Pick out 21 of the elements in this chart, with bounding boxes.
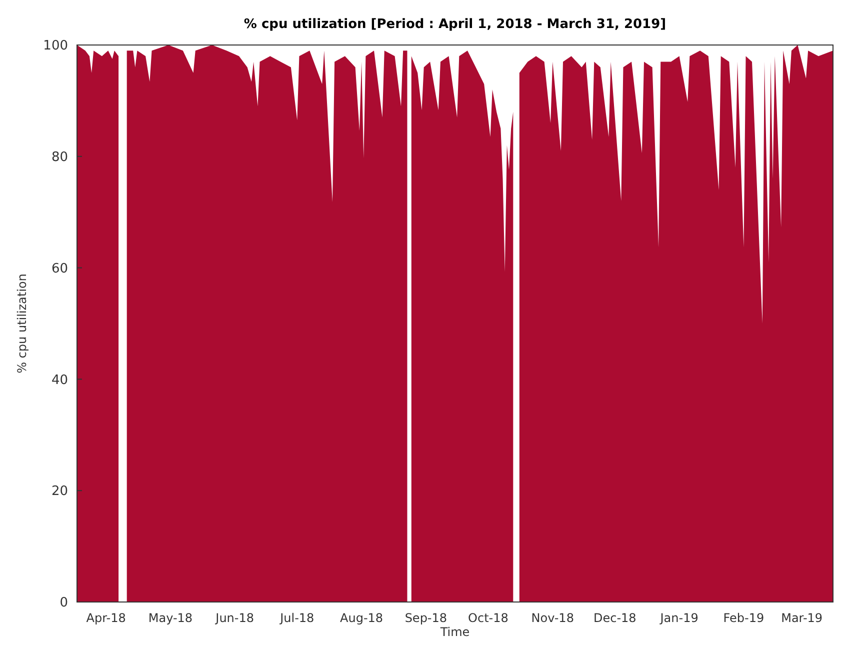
y-axis-title: % cpu utilization bbox=[15, 274, 29, 374]
chart-title: % cpu utilization [Period : April 1, 2018 - March 31, 2019] bbox=[244, 17, 666, 32]
x-tick-label: Jan-19 bbox=[659, 611, 698, 625]
y-tick-label: 100 bbox=[43, 38, 68, 54]
x-tick-label: Nov-18 bbox=[531, 611, 574, 625]
x-tick-label: Apr-18 bbox=[86, 611, 126, 625]
x-tick-label: Mar-19 bbox=[781, 611, 823, 625]
y-tick-label: 20 bbox=[51, 484, 68, 500]
x-tick-label: Oct-18 bbox=[468, 611, 508, 625]
x-tick-label: Jun-18 bbox=[214, 611, 254, 625]
x-tick-label: Jul-18 bbox=[279, 611, 314, 625]
y-tick-label: 80 bbox=[51, 150, 68, 165]
x-tick-label: Sep-18 bbox=[404, 611, 448, 625]
y-tick-label: 40 bbox=[51, 372, 68, 388]
x-tick-label: May-18 bbox=[148, 611, 193, 625]
x-axis-title: Time bbox=[439, 625, 470, 639]
x-tick-label: Dec-18 bbox=[594, 611, 636, 625]
x-tick-label: Feb-19 bbox=[723, 611, 764, 625]
y-tick-label: 0 bbox=[60, 596, 68, 611]
y-tick-label: 60 bbox=[51, 261, 68, 276]
x-tick-label: Aug-18 bbox=[340, 611, 384, 625]
